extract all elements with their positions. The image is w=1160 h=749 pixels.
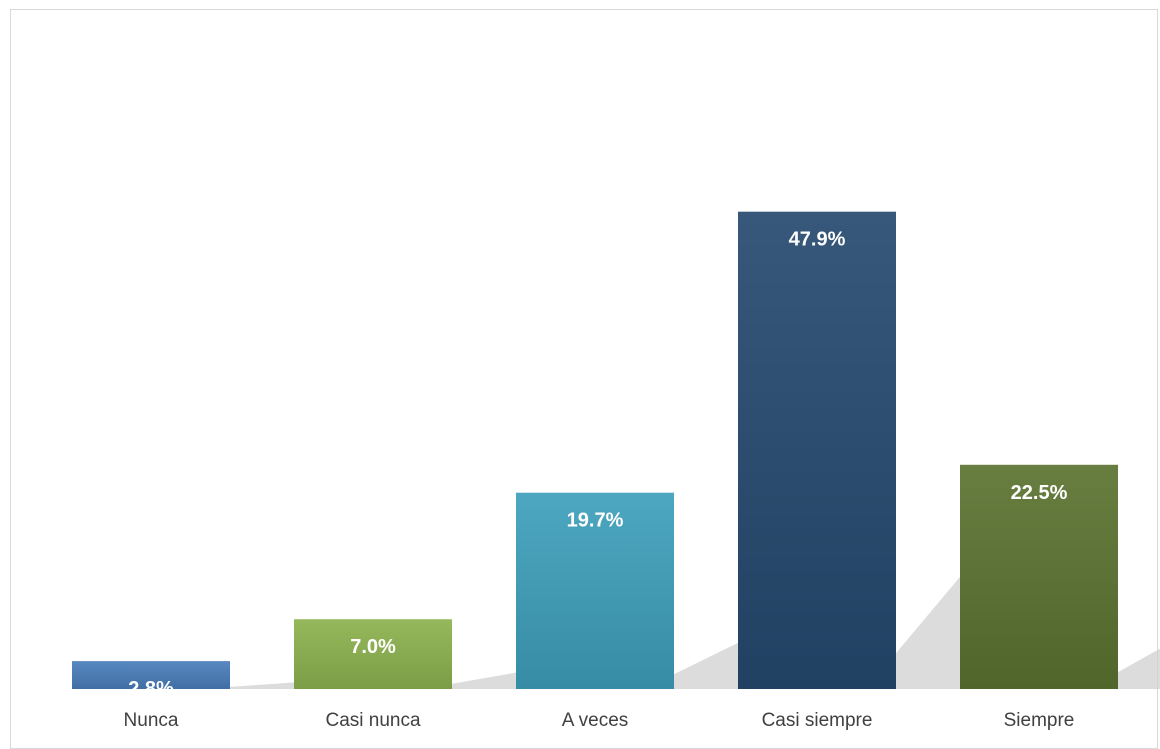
value-label: 2.8% bbox=[128, 678, 174, 700]
category-labels: Nunca Casi nunca A veces Casi siempre Siempr… bbox=[124, 710, 1075, 731]
value-label: 22.5% bbox=[1011, 482, 1068, 504]
category-label: A veces bbox=[562, 710, 629, 731]
category-label: Casi nunca bbox=[325, 710, 420, 731]
category-label: Siempre bbox=[1004, 710, 1075, 731]
bars bbox=[72, 211, 1118, 689]
value-labels: 2.8% 7.0% 19.7% 47.9% 22.5% bbox=[128, 229, 1067, 700]
bar-a-veces bbox=[516, 492, 674, 689]
bar-siempre bbox=[960, 464, 1118, 689]
bar-nunca bbox=[72, 661, 230, 689]
bar-shadow bbox=[1118, 648, 1160, 689]
bar-casi-nunca bbox=[294, 619, 452, 689]
bar-casi-siempre bbox=[738, 211, 896, 689]
value-label: 7.0% bbox=[350, 636, 396, 658]
value-label: 19.7% bbox=[567, 510, 624, 532]
category-label: Casi siempre bbox=[762, 710, 873, 731]
value-label: 47.9% bbox=[789, 229, 846, 251]
category-label: Nunca bbox=[124, 710, 179, 731]
